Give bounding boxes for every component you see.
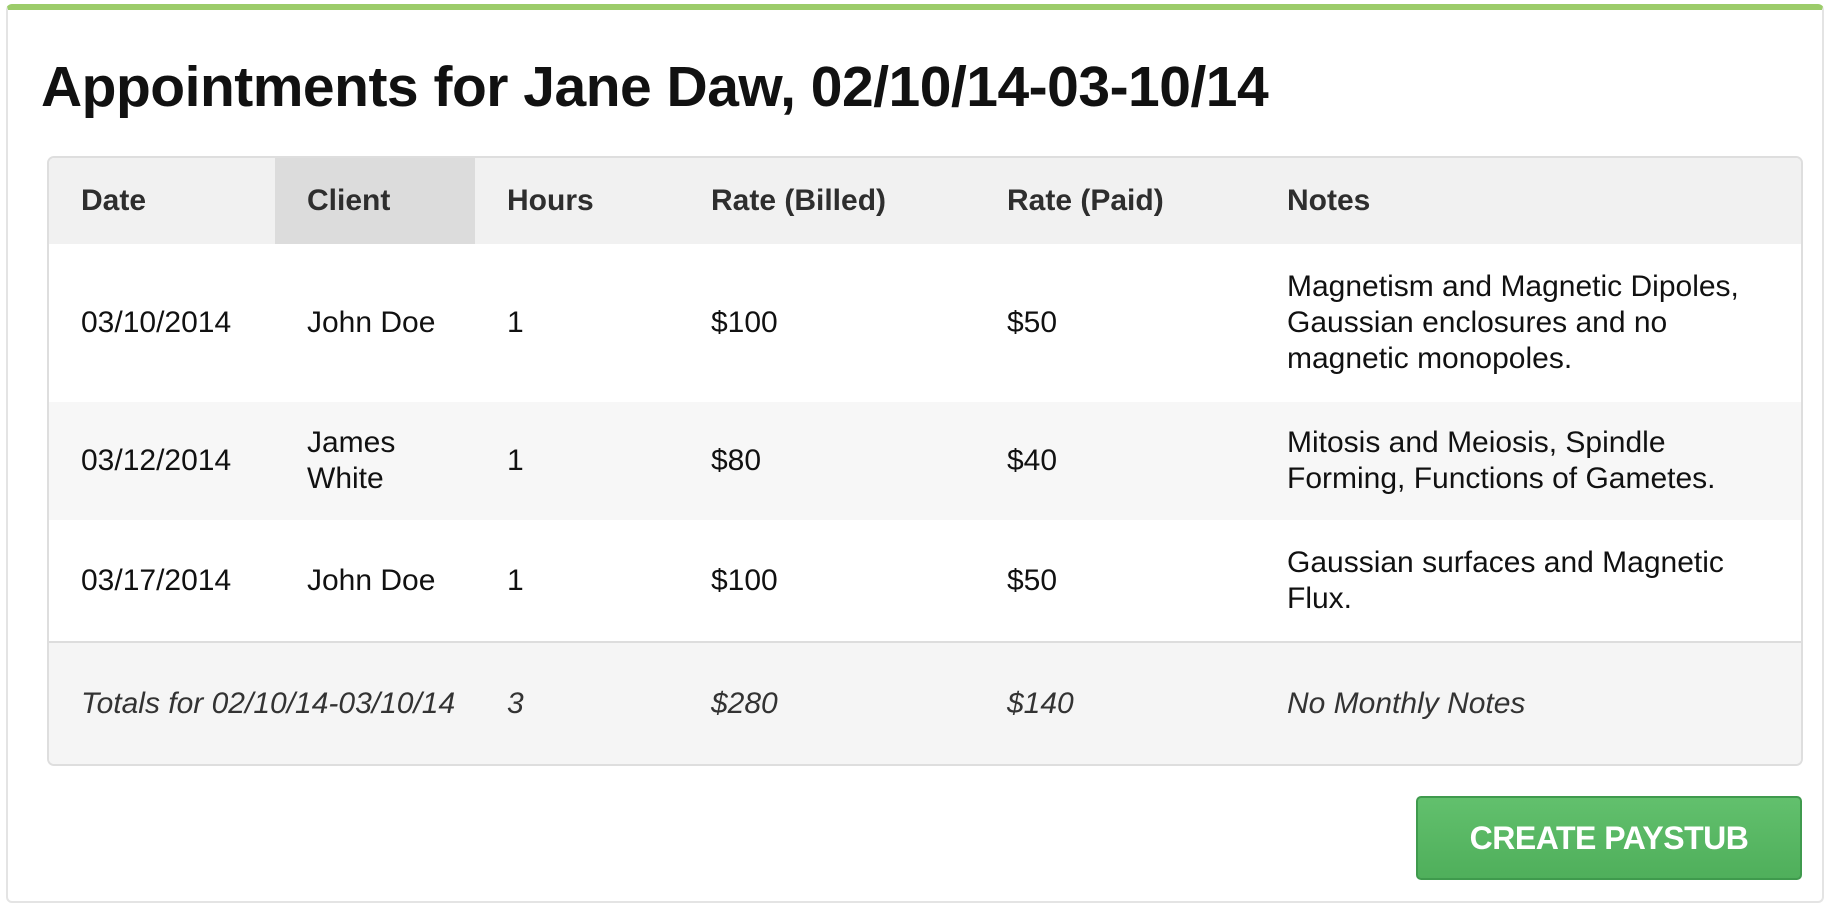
column-header-rate-paid[interactable]: Rate (Paid): [1007, 184, 1164, 217]
cell-rate-billed: $100: [711, 306, 778, 339]
totals-label: Totals for 02/10/14-03/10/14: [49, 641, 475, 764]
totals-notes: No Monthly Notes: [1255, 641, 1801, 764]
cell-rate-paid: $50: [1007, 306, 1058, 339]
cell-rate-billed: $80: [711, 444, 762, 477]
cell-rate-billed: $100: [711, 563, 778, 597]
appointments-panel: Appointments for Jane Daw, 02/10/14-03-1…: [6, 4, 1824, 903]
column-header-client[interactable]: Client: [275, 158, 475, 244]
totals-row: Totals for 02/10/14-03/10/14 3 $280 $140…: [49, 641, 1801, 764]
cell-date: 03/17/2014: [81, 563, 232, 597]
table-body: 03/10/2014 John Doe 1 $100 $50 Magnetism…: [49, 244, 1801, 642]
table-header: Date Client Hours Rate (Billed) Rate (Pa…: [49, 158, 1801, 244]
table-row: 03/10/2014 John Doe 1 $100 $50 Magnetism…: [49, 244, 1801, 402]
cell-client: James White: [307, 426, 396, 495]
cell-rate-paid: $50: [1007, 563, 1058, 597]
cell-hours: 1: [507, 306, 524, 339]
cell-date: 03/12/2014: [81, 444, 232, 477]
table-row: 03/12/2014 James White 1 $80 $40 Mitosis…: [49, 402, 1801, 520]
cell-notes: Mitosis and Meiosis, Spindle Forming, Fu…: [1287, 426, 1716, 495]
cell-hours: 1: [507, 563, 524, 597]
create-paystub-button[interactable]: Create Paystub: [1416, 796, 1802, 880]
cell-rate-paid: $40: [1007, 444, 1058, 477]
table-row: 03/17/2014 John Doe 1 $100 $50 Gaussian …: [49, 520, 1801, 642]
cell-date: 03/10/2014: [81, 306, 232, 339]
column-header-rate-billed[interactable]: Rate (Billed): [711, 184, 887, 217]
column-header-notes[interactable]: Notes: [1287, 184, 1371, 217]
cell-client: John Doe: [307, 306, 436, 339]
cell-notes: Magnetism and Magnetic Dipoles, Gaussian…: [1287, 270, 1739, 375]
header-row: Date Client Hours Rate (Billed) Rate (Pa…: [49, 158, 1801, 244]
cell-client: John Doe: [307, 563, 436, 597]
column-header-hours[interactable]: Hours: [507, 184, 594, 217]
cell-notes: Gaussian surfaces and Magnetic Flux.: [1287, 545, 1724, 615]
appointments-table-container: Date Client Hours Rate (Billed) Rate (Pa…: [47, 156, 1803, 766]
appointments-table: Date Client Hours Rate (Billed) Rate (Pa…: [49, 158, 1801, 764]
column-header-date[interactable]: Date: [81, 184, 147, 217]
totals-rate-billed: $280: [679, 641, 975, 764]
totals-hours: 3: [475, 641, 679, 764]
page-title: Appointments for Jane Daw, 02/10/14-03-1…: [41, 55, 1269, 119]
totals-rate-paid: $140: [975, 641, 1255, 764]
table-totals: Totals for 02/10/14-03/10/14 3 $280 $140…: [49, 641, 1801, 764]
cell-hours: 1: [507, 444, 524, 477]
